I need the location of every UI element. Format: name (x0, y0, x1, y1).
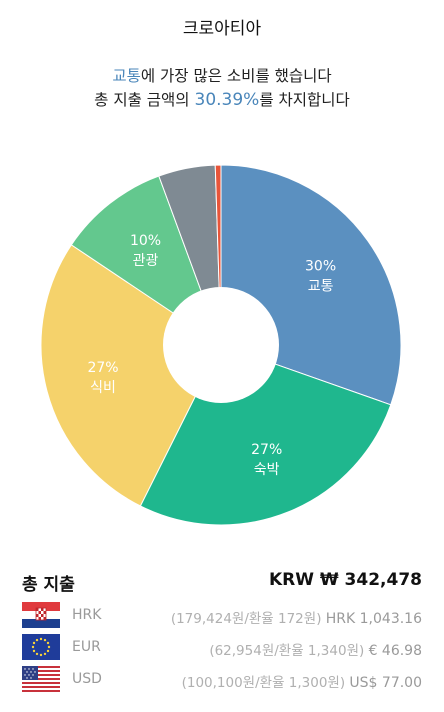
currency-amount: HRK 1,043.16 (325, 611, 422, 627)
currency-code: EUR (72, 639, 101, 655)
currency-detail: (100,100원/환율 1,300원) US$ 77.00 (182, 671, 422, 691)
currency-row-usd: USD (100,100원/환율 1,300원) US$ 77.00 (22, 666, 422, 694)
slice-percent-label: 27% (87, 360, 118, 376)
summary-line-2-prefix: 총 지출 금액의 (94, 91, 195, 109)
slice-labels: 30% 교통 27% 숙박 27% 식비 10% 관광 (87, 233, 336, 478)
croatia-flag-icon (22, 602, 60, 628)
spending-donut-chart: 30% 교통 27% 숙박 27% 식비 10% 관광 (40, 164, 402, 526)
currency-code: USD (72, 671, 102, 687)
exchange-info: (179,424원/환율 172원) (170, 611, 322, 627)
donut-hole (163, 287, 279, 403)
donut-slice-2 (40, 244, 222, 507)
slice-category-label: 식비 (90, 380, 116, 396)
spending-summary: 교통에 가장 많은 소비를 했습니다 총 지출 금액의 30.39%를 차지합니… (0, 64, 444, 112)
currency-detail: (179,424원/환율 172원) HRK 1,043.16 (171, 607, 422, 627)
slice-category-label: 관광 (133, 253, 159, 269)
exchange-info: (100,100원/환율 1,300원) (181, 675, 346, 691)
slice-category-label: 숙박 (254, 462, 280, 478)
top-category: 교통 (112, 67, 141, 85)
currency-code: HRK (72, 607, 102, 623)
summary-line-1: 교통에 가장 많은 소비를 했습니다 (0, 64, 444, 88)
summary-line-2-suffix: 를 차지합니다 (259, 91, 350, 109)
eu-flag-icon (22, 634, 60, 660)
slice-percent-label: 30% (305, 259, 336, 275)
slice-category-label: 교통 (308, 279, 334, 295)
page-title: 크로아티아 (182, 19, 262, 39)
total-spending-row: 총 지출 KRW ₩ 342,478 (22, 570, 422, 595)
currency-amount: € 46.98 (368, 643, 422, 659)
summary-line-2: 총 지출 금액의 30.39%를 차지합니다 (0, 88, 444, 112)
total-value: KRW ₩ 342,478 (268, 570, 422, 590)
summary-line-1-text: 에 가장 많은 소비를 했습니다 (140, 67, 332, 85)
currency-amount: US$ 77.00 (349, 675, 422, 691)
exchange-info: (62,954원/환율 1,340원) (209, 643, 365, 659)
slice-percent-label: 27% (251, 442, 282, 458)
currency-row-eur: EUR (62,954원/환율 1,340원) € 46.98 (22, 634, 422, 662)
slice-percent-label: 10% (130, 233, 161, 249)
top-category-percent: 30.39% (194, 90, 260, 110)
currency-row-hrk: HRK (179,424원/환율 172원) HRK 1,043.16 (22, 602, 422, 630)
us-flag-icon (22, 666, 60, 692)
total-label: 총 지출 (22, 575, 75, 595)
currency-detail: (62,954원/환율 1,340원) € 46.98 (209, 639, 422, 659)
